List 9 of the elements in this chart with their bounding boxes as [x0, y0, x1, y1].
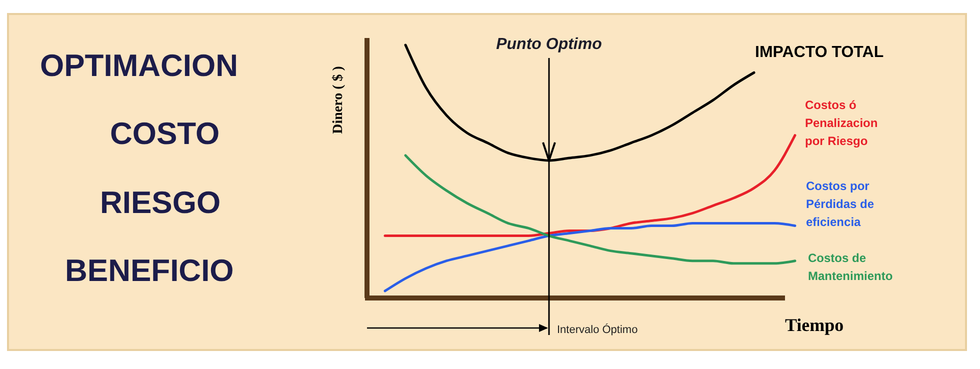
y-axis-title: Dinero ( $ ): [331, 66, 346, 134]
series-label: Costos ó Penalizacion por Riesgo: [805, 98, 878, 148]
annotation: Punto Optimo: [496, 36, 602, 53]
text: OPTIMACION COSTO RIESGO BENEFICIO: [40, 48, 238, 288]
series-label: IMPACTO TOTAL: [755, 44, 884, 61]
series-label: Costos de Mantenimiento: [808, 251, 893, 283]
text: Intervalo Óptimo: [557, 323, 638, 336]
series-label: Costos por Pérdidas de eficiencia: [806, 179, 874, 229]
x-axis-title: Tiempo: [785, 315, 844, 335]
